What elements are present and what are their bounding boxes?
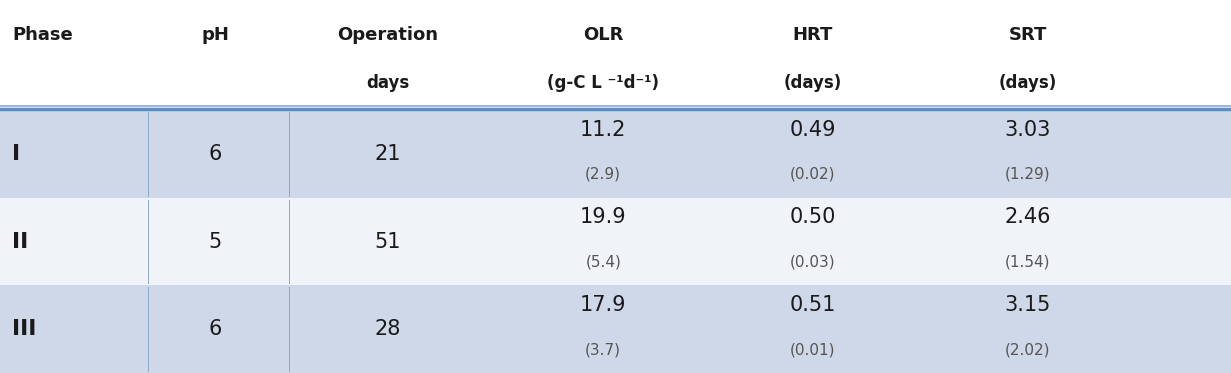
- Text: 17.9: 17.9: [580, 295, 627, 315]
- Text: OLR: OLR: [583, 26, 623, 44]
- Text: 51: 51: [374, 232, 401, 251]
- Text: (1.54): (1.54): [1006, 254, 1050, 270]
- Text: III: III: [12, 319, 37, 339]
- Text: (days): (days): [783, 73, 842, 91]
- Text: (1.29): (1.29): [1004, 167, 1051, 182]
- Text: pH: pH: [202, 26, 229, 44]
- Text: 19.9: 19.9: [580, 207, 627, 227]
- Text: Phase: Phase: [12, 26, 73, 44]
- Text: 28: 28: [374, 319, 401, 339]
- Bar: [0, 198, 1231, 285]
- Text: 11.2: 11.2: [580, 120, 627, 140]
- Text: II: II: [12, 232, 28, 251]
- Text: (0.03): (0.03): [789, 254, 836, 270]
- Text: 5: 5: [209, 232, 222, 251]
- Text: I: I: [12, 144, 21, 164]
- Text: (days): (days): [998, 73, 1057, 91]
- Text: 6: 6: [209, 319, 222, 339]
- Text: (0.01): (0.01): [790, 342, 835, 357]
- Text: (2.9): (2.9): [585, 167, 622, 182]
- Text: HRT: HRT: [793, 26, 832, 44]
- Text: (0.02): (0.02): [790, 167, 835, 182]
- Text: (3.7): (3.7): [585, 342, 622, 357]
- Text: SRT: SRT: [1008, 26, 1048, 44]
- Bar: [0, 285, 1231, 373]
- Text: days: days: [366, 73, 410, 91]
- Text: 0.51: 0.51: [789, 295, 836, 315]
- Text: 21: 21: [374, 144, 401, 164]
- Text: 3.15: 3.15: [1004, 295, 1051, 315]
- Text: (2.02): (2.02): [1006, 342, 1050, 357]
- Text: Operation: Operation: [337, 26, 438, 44]
- Text: 6: 6: [209, 144, 222, 164]
- Bar: [0, 110, 1231, 198]
- Text: (5.4): (5.4): [585, 254, 622, 270]
- Text: 3.03: 3.03: [1004, 120, 1051, 140]
- Text: 0.49: 0.49: [789, 120, 836, 140]
- Text: 2.46: 2.46: [1004, 207, 1051, 227]
- Text: (g-C L ⁻¹d⁻¹): (g-C L ⁻¹d⁻¹): [548, 73, 659, 91]
- Text: 0.50: 0.50: [789, 207, 836, 227]
